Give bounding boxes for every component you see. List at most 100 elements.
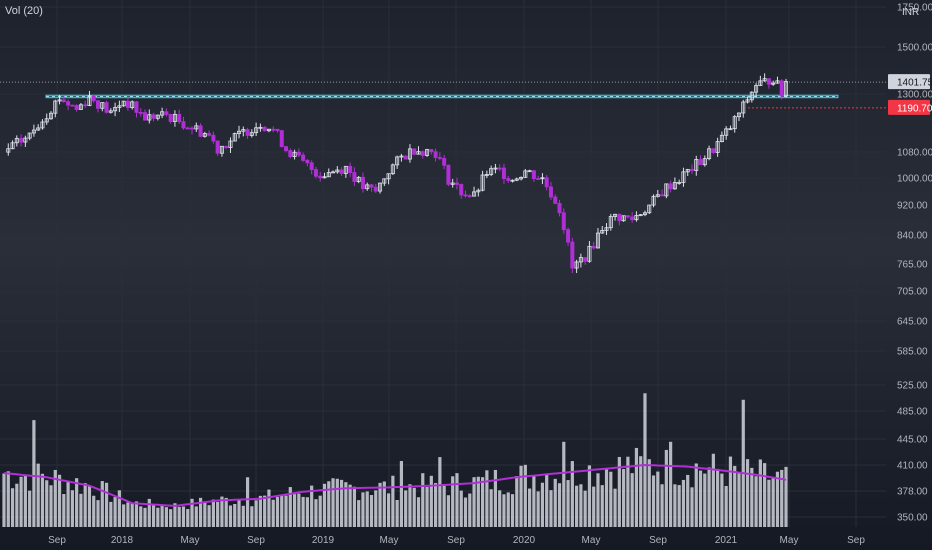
volume-bar [134, 501, 139, 527]
candle-body [395, 156, 400, 166]
time-tick-label: Sep [847, 535, 865, 546]
volume-bar [651, 475, 656, 527]
volume-bar [604, 469, 609, 527]
volume-bar [425, 487, 429, 527]
volume-bar [267, 489, 271, 527]
time-tick-label: 2021 [715, 535, 738, 546]
volume-bar [677, 485, 681, 527]
candle-body [501, 167, 506, 179]
candle-body [698, 159, 703, 166]
candle-body [343, 165, 348, 174]
candle-body [578, 257, 583, 263]
volume-bar [502, 494, 506, 527]
time-tick-label: 2018 [111, 535, 134, 546]
volume-bar [784, 466, 788, 527]
volume-bar [562, 441, 566, 527]
candle-body [664, 183, 669, 197]
candle-body [211, 134, 216, 142]
candle-body [66, 101, 71, 106]
volume-bar [75, 478, 79, 527]
level-price-label: 1190.70 [897, 103, 932, 114]
volume-bar [305, 497, 309, 527]
candle-body [275, 128, 280, 132]
volume-indicator-label[interactable]: Vol (20) [5, 5, 43, 17]
candle-body [403, 155, 408, 160]
volume-bar [596, 473, 600, 527]
candle-body [87, 95, 92, 106]
volume-bar [96, 500, 100, 527]
candle-body [6, 148, 11, 153]
candle-body [121, 100, 126, 107]
candle-body [365, 184, 370, 190]
price-tick-label: 920.00 [897, 201, 928, 212]
candle-body [642, 212, 647, 216]
candle-body [335, 169, 340, 173]
candle-body [172, 113, 177, 122]
candle-body [134, 101, 139, 113]
candle-body [497, 167, 502, 170]
candle-body [83, 104, 88, 107]
volume-bar [23, 474, 27, 527]
price-tick-label: 1300.00 [897, 90, 932, 101]
price-tick-label: 485.00 [897, 407, 928, 418]
candle-body [766, 78, 771, 85]
volume-bar [416, 497, 421, 527]
volume-bar [352, 486, 357, 527]
candle-body [284, 146, 289, 151]
volume-bar [6, 471, 10, 527]
candle-body [10, 142, 15, 150]
volume-bar [271, 499, 275, 527]
candle-body [390, 164, 395, 175]
volume-bar [45, 480, 49, 527]
candle-body [96, 100, 101, 109]
price-tick-label: 1750.00 [897, 3, 932, 14]
volume-bar [690, 487, 694, 527]
candle-body [540, 177, 545, 180]
volume-bar [40, 473, 45, 527]
price-tick-label: 840.00 [897, 231, 928, 242]
volume-bar [733, 465, 737, 527]
volume-bar [254, 500, 258, 527]
candle-body [143, 112, 148, 121]
volume-bar [724, 485, 728, 527]
volume-bar [87, 486, 92, 527]
volume-bar [698, 470, 703, 527]
volume-bar [476, 476, 480, 527]
candle-body [548, 186, 553, 198]
volume-bar [79, 493, 83, 527]
volume-bar [609, 471, 613, 527]
candle-body [450, 182, 455, 185]
candle-body [613, 213, 618, 217]
volume-bar [181, 506, 186, 527]
candle-body [476, 189, 481, 193]
candle-body [677, 181, 682, 184]
candle-body [412, 148, 417, 155]
volume-bar [626, 456, 630, 527]
volume-bar [173, 503, 177, 527]
volume-bar [15, 483, 19, 527]
candle-body [728, 128, 733, 131]
candle-body [348, 165, 353, 173]
volume-bar [233, 503, 237, 527]
candle-body [266, 128, 271, 132]
volume-bar [647, 459, 651, 527]
candle-body [480, 174, 485, 191]
candle-body [61, 99, 66, 103]
price-tick-label: 410.00 [897, 461, 928, 472]
volume-bar [49, 485, 53, 527]
volume-bar [391, 475, 395, 527]
volume-bar [433, 483, 438, 527]
candle-body [181, 121, 186, 129]
volume-bar [664, 449, 668, 527]
candle-body [219, 145, 224, 154]
volume-bar [151, 505, 156, 527]
time-tick-label: May [582, 535, 601, 546]
candle-body [322, 176, 327, 179]
candle-body [694, 159, 699, 171]
volume-bar [446, 495, 451, 527]
candle-body [574, 261, 579, 269]
candle-body [168, 114, 173, 122]
candle-body [232, 133, 237, 142]
candle-body [228, 140, 233, 148]
